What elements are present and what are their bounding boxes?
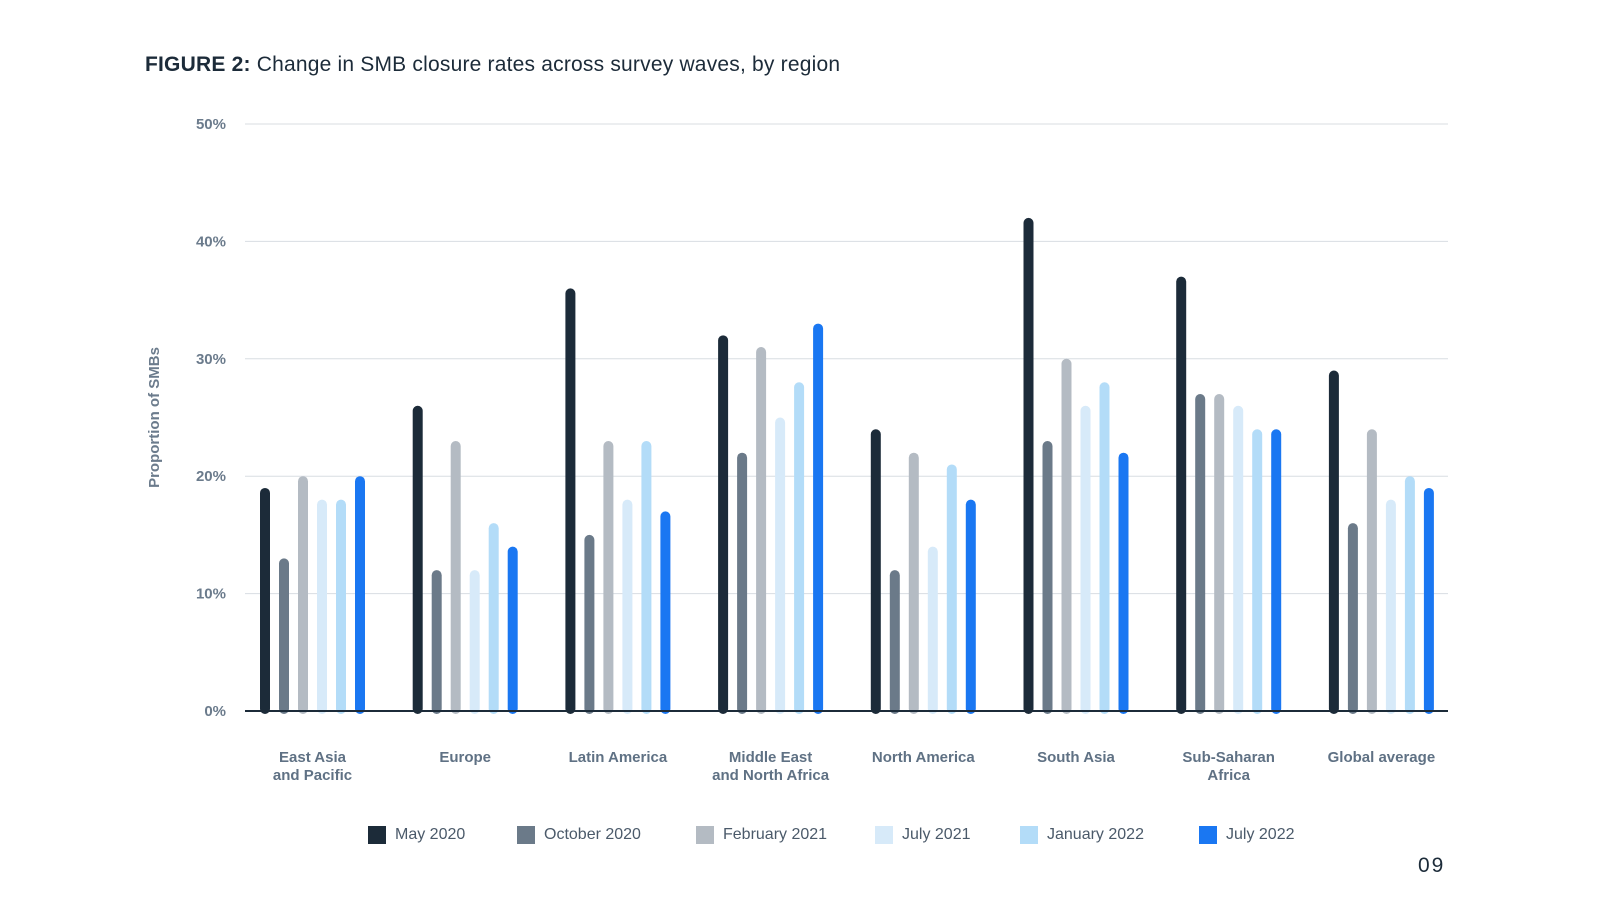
x-tick-label: Middle East	[729, 749, 812, 766]
bar	[431, 570, 442, 714]
bar	[336, 499, 346, 714]
bar	[1385, 499, 1396, 714]
bar	[622, 499, 633, 714]
y-tick-label: 0%	[204, 703, 226, 720]
bar	[1099, 382, 1110, 714]
y-axis-label: Proportion of SMBs	[146, 347, 163, 488]
figure-title-prefix: FIGURE 2:	[145, 53, 251, 76]
bar	[507, 546, 518, 714]
bar	[279, 558, 289, 714]
figure-title: FIGURE 2: Change in SMB closure rates ac…	[145, 53, 840, 77]
bar	[469, 570, 480, 714]
bar	[1061, 358, 1072, 714]
y-tick-label: 10%	[196, 586, 226, 603]
bar	[775, 417, 786, 714]
x-tick-label: Global average	[1328, 749, 1436, 766]
bar	[1195, 394, 1206, 714]
bar	[355, 476, 365, 714]
bar	[1233, 405, 1244, 714]
bar	[1328, 370, 1339, 714]
bar	[737, 452, 748, 714]
y-tick-label: 30%	[196, 351, 226, 368]
x-tick-label: North America	[872, 749, 975, 766]
bar	[1423, 487, 1434, 714]
legend-label: January 2022	[1047, 826, 1144, 843]
y-tick-label: 40%	[196, 233, 226, 250]
figure-title-text: Change in SMB closure rates across surve…	[256, 53, 841, 76]
bar	[1118, 452, 1129, 714]
bar	[450, 440, 461, 714]
legend-swatch	[696, 826, 714, 844]
bar	[965, 499, 976, 714]
bar	[927, 546, 938, 714]
x-tick-label: and Pacific	[273, 767, 352, 784]
x-tick-label: Europe	[439, 749, 491, 766]
bar	[260, 487, 270, 714]
bar	[1252, 429, 1263, 714]
bar	[317, 499, 327, 714]
legend-item: October 2020	[517, 826, 641, 844]
legend-item: July 2021	[875, 826, 971, 844]
bar	[908, 452, 919, 714]
chart-legend: May 2020 October 2020 February 2021 July 20…	[0, 826, 1600, 850]
legend-swatch	[1020, 826, 1038, 844]
bar	[946, 464, 957, 714]
y-tick-label: 50%	[196, 116, 226, 133]
bar	[1023, 217, 1034, 715]
bar	[1347, 523, 1358, 714]
bar	[565, 288, 576, 714]
legend-swatch	[368, 826, 386, 844]
bar	[1366, 429, 1377, 714]
legend-item: July 2022	[1199, 826, 1295, 844]
bar	[412, 405, 423, 714]
bar	[603, 440, 614, 714]
bar	[1042, 440, 1053, 714]
bar	[1404, 476, 1415, 714]
legend-label: May 2020	[395, 826, 466, 843]
x-tick-label: Africa	[1207, 767, 1250, 784]
x-tick-label: and North Africa	[712, 767, 830, 784]
legend-item: February 2021	[696, 826, 827, 844]
bar	[660, 511, 671, 714]
bar	[488, 523, 499, 714]
bar	[718, 335, 729, 714]
legend-swatch	[517, 826, 535, 844]
legend-item: May 2020	[368, 826, 465, 844]
legend-label: July 2021	[902, 826, 971, 843]
bar	[1214, 394, 1225, 714]
bar	[584, 534, 595, 714]
x-tick-label: South Asia	[1037, 749, 1115, 766]
x-tick-label: Sub-Saharan	[1182, 749, 1275, 766]
bar	[756, 347, 767, 714]
bar	[1271, 429, 1282, 714]
bar	[1176, 276, 1187, 714]
bar	[813, 323, 824, 714]
legend-label: July 2022	[1226, 826, 1295, 843]
bar	[889, 570, 900, 714]
legend-label: October 2020	[544, 826, 641, 843]
bar	[794, 382, 805, 714]
bar	[641, 440, 652, 714]
y-tick-label: 20%	[196, 468, 226, 485]
legend-swatch	[1199, 826, 1217, 844]
x-tick-label: Latin America	[569, 749, 668, 766]
bar	[298, 476, 308, 714]
legend-swatch	[875, 826, 893, 844]
legend-item: January 2022	[1020, 826, 1144, 844]
x-tick-label: East Asia	[279, 749, 347, 766]
page-number: 09	[1418, 854, 1446, 877]
bar	[870, 429, 881, 714]
legend-label: February 2021	[723, 826, 828, 843]
bar	[1080, 405, 1091, 714]
